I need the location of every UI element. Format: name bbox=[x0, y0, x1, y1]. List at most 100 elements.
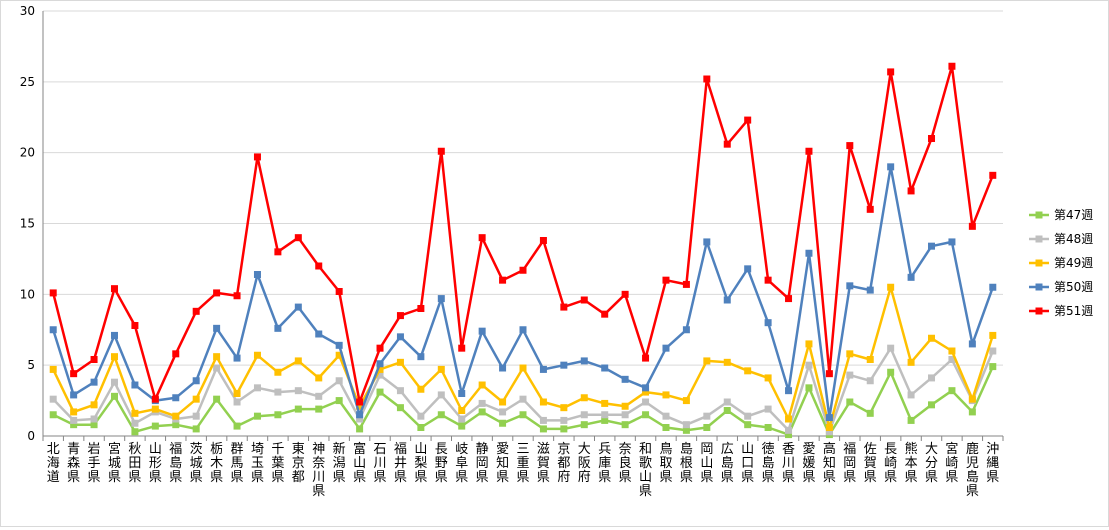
x-tick-label: 宮城県 bbox=[108, 441, 121, 485]
y-tick-label: 25 bbox=[20, 75, 35, 89]
data-point bbox=[764, 374, 772, 382]
x-tick-label: 群馬県 bbox=[231, 442, 244, 485]
data-point bbox=[703, 75, 711, 83]
data-point bbox=[315, 392, 323, 400]
data-point bbox=[70, 421, 78, 429]
data-point bbox=[151, 405, 159, 413]
legend-label: 第50週 bbox=[1054, 280, 1093, 294]
data-point bbox=[642, 384, 650, 392]
data-point bbox=[682, 280, 690, 288]
x-tick-label: 高知県 bbox=[823, 441, 836, 485]
legend-label: 第48週 bbox=[1054, 232, 1093, 246]
data-point bbox=[253, 271, 261, 278]
data-point bbox=[580, 357, 588, 365]
x-tick-label: 鹿児島県 bbox=[966, 441, 979, 499]
data-point bbox=[989, 347, 997, 355]
data-point bbox=[233, 422, 241, 430]
data-point bbox=[315, 405, 323, 413]
data-point bbox=[764, 319, 772, 327]
data-point bbox=[907, 416, 915, 424]
x-tick-label: 山口県 bbox=[741, 442, 754, 485]
data-point bbox=[519, 266, 527, 274]
data-point bbox=[560, 416, 568, 424]
data-point bbox=[764, 276, 772, 284]
data-point bbox=[662, 276, 670, 284]
data-point bbox=[172, 350, 180, 358]
data-point bbox=[131, 409, 139, 417]
data-point bbox=[948, 387, 956, 395]
data-point bbox=[437, 391, 445, 399]
data-point bbox=[90, 356, 98, 363]
data-point bbox=[90, 415, 98, 423]
data-point bbox=[621, 421, 629, 429]
data-point bbox=[662, 424, 670, 431]
legend-item: 第51週 bbox=[1029, 304, 1093, 318]
y-tick-label: 5 bbox=[27, 358, 35, 372]
data-point bbox=[662, 412, 670, 420]
data-point bbox=[948, 62, 956, 70]
data-point bbox=[213, 289, 221, 297]
data-point bbox=[335, 397, 343, 405]
data-point bbox=[928, 135, 936, 142]
data-point bbox=[315, 262, 323, 270]
data-point bbox=[478, 381, 486, 389]
data-point bbox=[458, 344, 466, 352]
data-point bbox=[519, 411, 527, 419]
legend-item: 第50週 bbox=[1029, 280, 1093, 294]
data-point bbox=[233, 292, 241, 300]
data-point bbox=[723, 296, 731, 304]
data-point bbox=[70, 408, 78, 416]
data-point bbox=[519, 326, 527, 334]
data-point bbox=[580, 394, 588, 402]
data-point bbox=[458, 415, 466, 423]
legend-marker bbox=[1035, 259, 1043, 267]
data-point bbox=[846, 398, 854, 406]
data-point bbox=[846, 371, 854, 379]
x-tick-label: 京都府 bbox=[557, 442, 570, 485]
data-point bbox=[948, 356, 956, 363]
data-point bbox=[478, 408, 486, 416]
data-point bbox=[172, 421, 180, 429]
series-5 bbox=[49, 62, 997, 406]
data-point bbox=[846, 350, 854, 358]
x-tick-label: 新潟県 bbox=[333, 441, 346, 485]
x-tick-label: 千葉県 bbox=[271, 442, 284, 485]
data-point bbox=[70, 370, 78, 378]
x-tick-label: 島根県 bbox=[680, 442, 693, 485]
data-point bbox=[887, 163, 895, 171]
data-point bbox=[417, 412, 425, 420]
data-point bbox=[458, 422, 466, 430]
data-point bbox=[560, 425, 568, 433]
x-tick-label: 石川県 bbox=[374, 442, 387, 485]
data-point bbox=[723, 140, 731, 148]
data-point bbox=[376, 371, 384, 379]
data-point bbox=[437, 295, 445, 303]
data-point bbox=[928, 242, 936, 250]
data-point bbox=[499, 419, 507, 427]
x-tick-label: 神奈川県 bbox=[312, 442, 325, 499]
x-tick-label: 兵庫県 bbox=[598, 442, 611, 485]
data-point bbox=[621, 375, 629, 383]
y-tick-label: 20 bbox=[20, 146, 35, 160]
data-point bbox=[642, 398, 650, 406]
data-point bbox=[213, 364, 221, 372]
data-point bbox=[356, 425, 364, 433]
data-point bbox=[90, 378, 98, 386]
x-tick-label: 熊本県 bbox=[905, 441, 918, 485]
data-point bbox=[785, 431, 793, 439]
legend-item: 第49週 bbox=[1029, 256, 1093, 270]
data-point bbox=[376, 388, 384, 396]
data-point bbox=[294, 387, 302, 395]
data-point bbox=[417, 385, 425, 393]
data-point bbox=[785, 295, 793, 303]
data-point bbox=[274, 248, 282, 256]
data-point bbox=[499, 364, 507, 372]
data-point bbox=[989, 171, 997, 179]
data-point bbox=[131, 381, 139, 389]
data-point bbox=[213, 324, 221, 332]
data-point bbox=[744, 412, 752, 420]
data-point bbox=[396, 404, 404, 412]
data-point bbox=[233, 390, 241, 397]
